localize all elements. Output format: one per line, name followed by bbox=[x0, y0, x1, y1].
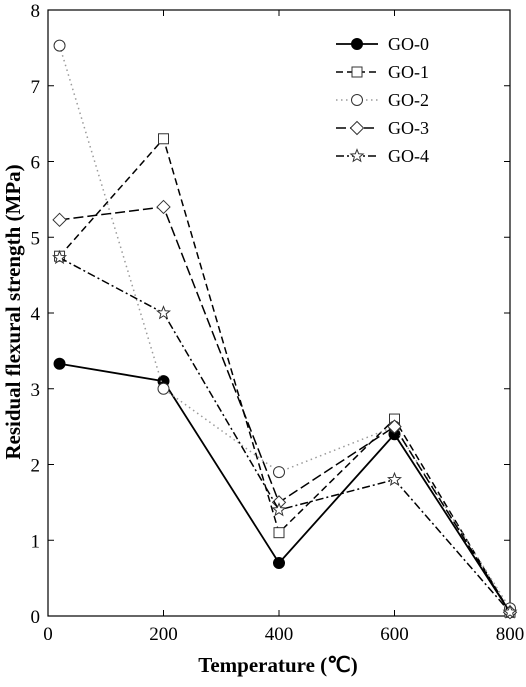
y-tick-label: 6 bbox=[31, 153, 41, 174]
legend-entry: GO-1 bbox=[336, 62, 429, 82]
x-axis-title: Temperature (℃) bbox=[198, 653, 357, 677]
y-tick-label: 8 bbox=[31, 1, 41, 22]
x-tick-label: 600 bbox=[380, 624, 409, 645]
legend: GO-0 GO-1 GO-2 GO-3 GO-4 bbox=[336, 34, 429, 166]
series-layer bbox=[52, 39, 518, 620]
data-point bbox=[52, 249, 68, 265]
y-tick-label: 2 bbox=[31, 456, 41, 477]
legend-marker bbox=[349, 148, 365, 163]
data-point bbox=[53, 39, 66, 52]
legend-marker bbox=[351, 38, 363, 50]
y-tick-label: 1 bbox=[31, 531, 41, 552]
legend-entry: GO-3 bbox=[336, 118, 429, 138]
data-point bbox=[156, 199, 171, 215]
data-point bbox=[502, 604, 518, 619]
data-point bbox=[387, 471, 402, 487]
y-axis: 0 1 2 3 4 5 6 7 8 bbox=[31, 1, 510, 628]
data-point bbox=[271, 502, 287, 517]
legend-label: GO-4 bbox=[388, 146, 429, 166]
data-point bbox=[158, 133, 169, 145]
data-point bbox=[273, 466, 285, 479]
legend-marker bbox=[349, 120, 365, 136]
x-tick-label: 200 bbox=[149, 624, 178, 645]
data-point bbox=[387, 419, 402, 434]
y-tick-label: 4 bbox=[31, 304, 41, 325]
legend-label: GO-2 bbox=[388, 90, 429, 110]
legend-marker bbox=[351, 94, 363, 106]
data-point bbox=[53, 357, 66, 370]
legend-marker bbox=[351, 66, 363, 78]
series-go-4 bbox=[52, 249, 518, 619]
x-tick-label: 400 bbox=[265, 624, 294, 645]
data-point bbox=[52, 212, 67, 228]
legend-label: GO-1 bbox=[388, 62, 429, 82]
legend-entry: GO-4 bbox=[336, 146, 429, 166]
data-point bbox=[273, 556, 285, 569]
data-point bbox=[273, 527, 285, 539]
series-line bbox=[59, 257, 511, 613]
legend-entry: GO-2 bbox=[336, 90, 429, 110]
y-axis-title: Residual flexural strength (MPa) bbox=[1, 164, 25, 459]
y-tick-label: 0 bbox=[31, 607, 41, 628]
x-axis: 0 200 400 600 800 bbox=[43, 10, 524, 645]
y-tick-label: 7 bbox=[31, 77, 41, 98]
x-tick-label: 0 bbox=[43, 624, 53, 645]
x-tick-label: 800 bbox=[496, 624, 525, 645]
data-point bbox=[156, 305, 171, 320]
legend-label: GO-3 bbox=[388, 118, 429, 138]
legend-label: GO-0 bbox=[388, 34, 429, 54]
y-tick-label: 3 bbox=[31, 380, 41, 401]
y-tick-label: 5 bbox=[31, 228, 41, 249]
legend-entry: GO-0 bbox=[336, 34, 429, 54]
data-point bbox=[157, 382, 170, 395]
